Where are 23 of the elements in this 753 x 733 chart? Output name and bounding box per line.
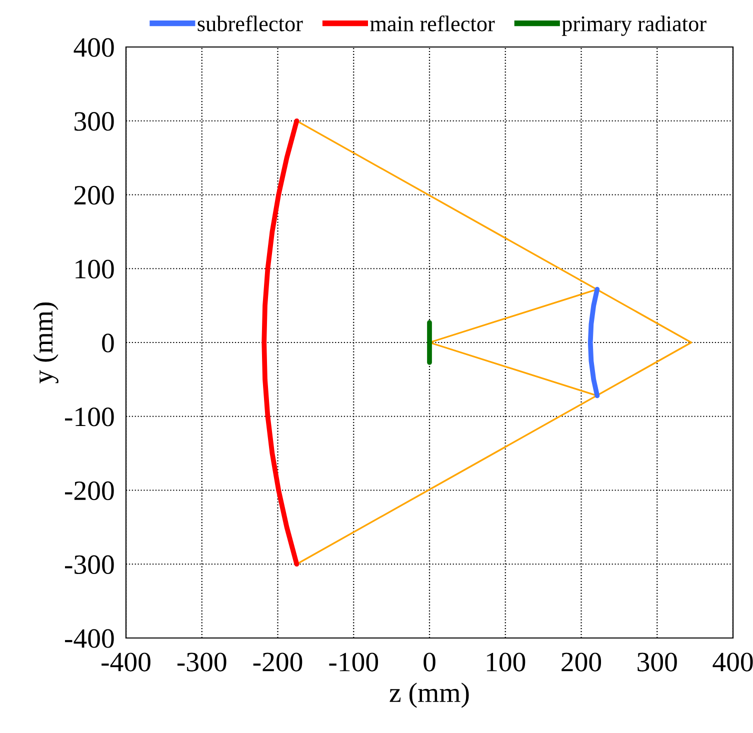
x-tick-label: 0 — [424, 652, 436, 672]
x-tick-label: -200 — [253, 652, 302, 672]
legend-label: primary radiator — [562, 16, 706, 36]
y-tick-label: 100 — [76, 260, 114, 279]
y-tick-label: -100 — [65, 408, 114, 426]
x-tick-label: 400 — [712, 652, 753, 672]
y-axis-title: y (mm) — [33, 302, 58, 384]
y-tick-label: -400 — [65, 629, 114, 648]
legend-label: subreflector — [198, 15, 303, 32]
x-tick-label: -100 — [329, 652, 378, 672]
y-tick-label: -200 — [65, 481, 114, 500]
y-tick-label: 300 — [74, 112, 114, 131]
x-tick-label: 300 — [638, 652, 677, 672]
y-tick-label: -300 — [65, 555, 114, 574]
x-axis-title: z (mm) — [390, 682, 469, 708]
legend-label: main reflector — [370, 15, 495, 32]
y-tick-label: 0 — [102, 334, 114, 352]
y-tick-label: 400 — [74, 38, 114, 57]
x-tick-label: 100 — [486, 652, 526, 672]
y-tick-label: 200 — [74, 186, 114, 205]
x-tick-label: 200 — [562, 652, 602, 672]
x-tick-label: -300 — [177, 652, 226, 672]
x-tick-label: -400 — [102, 652, 150, 672]
